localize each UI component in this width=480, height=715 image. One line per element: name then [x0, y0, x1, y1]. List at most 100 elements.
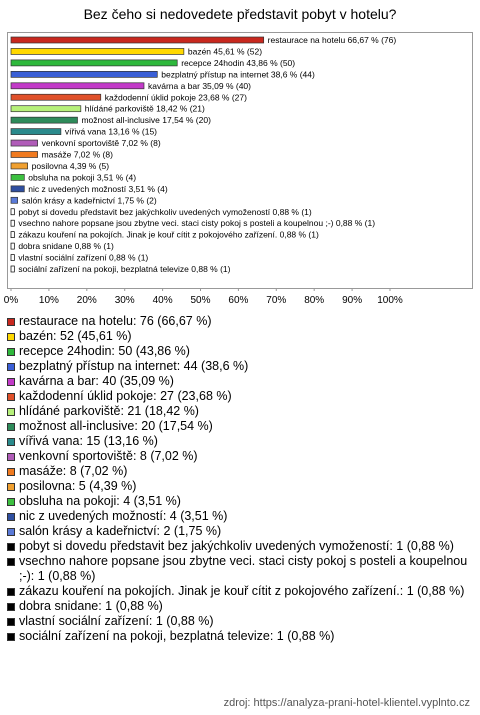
legend-item: bezplatný přístup na internet: 44 (38,6 … [6, 359, 468, 374]
legend-label: pobyt si dovedu představit bez jakýchkol… [19, 539, 454, 553]
legend-swatch [7, 333, 15, 341]
x-tick-label: 0% [4, 295, 19, 306]
bar [10, 242, 15, 250]
legend-swatch [7, 423, 15, 431]
legend-swatch [7, 363, 15, 371]
legend-swatch [7, 528, 15, 536]
x-tick-label: 50% [190, 295, 210, 306]
legend-label: salón krásy a kadeřnictví: 2 (1,75 %) [19, 524, 222, 538]
legend-swatch [7, 438, 15, 446]
x-tick-label: 100% [377, 295, 403, 306]
legend-label: dobra snidane: 1 (0,88 %) [19, 599, 163, 613]
bar [10, 174, 25, 181]
bar [10, 128, 62, 135]
source: zdroj: https://analyza-prani-hotel-klien… [223, 697, 470, 709]
bar-label: sociální zařízení na pokoji, bezplatná t… [18, 264, 230, 274]
bar [10, 151, 38, 158]
legend-item: hlídáné parkoviště: 21 (18,42 %) [6, 404, 468, 419]
legend-swatch [7, 633, 15, 641]
legend-item: venkovní sportoviště: 8 (7,02 %) [6, 449, 468, 464]
legend-label: vlastní sociální zařízení: 1 (0,88 %) [19, 614, 214, 628]
legend-item: každodenní úklid pokoje: 27 (23,68 %) [6, 389, 468, 404]
legend-item: sociální zařízení na pokoji, bezplatná t… [6, 629, 468, 644]
bar [10, 219, 15, 227]
bar-label: nic z uvedených možností 3,51 % (4) [28, 184, 168, 194]
legend-label: obsluha na pokoji: 4 (3,51 %) [19, 494, 181, 508]
legend-label: zákazu kouření na pokojích. Jinak je kou… [19, 584, 465, 598]
bar-label: recepce 24hodin 43,86 % (50) [181, 58, 295, 68]
legend-label: vsechno nahore popsane jsou zbytne veci.… [19, 554, 468, 583]
legend-item: posilovna: 5 (4,39 %) [6, 479, 468, 494]
bar-label: venkovní sportoviště 7,02 % (8) [42, 138, 161, 148]
legend-swatch [7, 513, 15, 521]
legend-item: dobra snidane: 1 (0,88 %) [6, 599, 468, 614]
legend-label: recepce 24hodin: 50 (43,86 %) [19, 344, 190, 358]
x-tick-label: 40% [153, 295, 173, 306]
legend-swatch [7, 558, 15, 566]
legend-label: masáže: 8 (7,02 %) [19, 464, 128, 478]
legend-item: kavárna a bar: 40 (35,09 %) [6, 374, 468, 389]
bar-label: obsluha na pokoji 3,51 % (4) [28, 172, 136, 182]
legend-label: kavárna a bar: 40 (35,09 %) [19, 374, 174, 388]
legend-item: bazén: 52 (45,61 %) [6, 329, 468, 344]
x-tick-label: 90% [342, 295, 362, 306]
chart-title: Bez čeho si nedovedete představit pobyt … [84, 6, 397, 22]
bar [10, 116, 78, 124]
bar-label: každodenní úklid pokoje 23,68 % (27) [105, 92, 247, 102]
bar-label: dobra snidane 0,88 % (1) [18, 241, 114, 251]
bar-label: pobyt si dovedu představit bez jakýchkol… [18, 207, 312, 217]
bar [10, 36, 265, 44]
bar-label: posilovna 4,39 % (5) [32, 161, 110, 171]
x-tick-label: 80% [304, 295, 324, 306]
legend-label: bezplatný přístup na internet: 44 (38,6 … [19, 359, 249, 373]
x-tick-label: 60% [228, 295, 248, 306]
x-tick-label: 10% [39, 295, 59, 306]
legend-swatch [7, 498, 15, 506]
legend-label: hlídáné parkoviště: 21 (18,42 %) [19, 404, 199, 418]
legend-label: nic z uvedených možností: 4 (3,51 %) [19, 509, 228, 523]
bar [10, 162, 28, 170]
bar-label: restaurace na hotelu 66,67 % (76) [268, 35, 397, 45]
bar [10, 82, 145, 90]
bar-label: zákazu kouření na pokojích. Jinak je kou… [18, 230, 319, 240]
bar-label: bazén 45,61 % (52) [188, 46, 262, 56]
bar-label: salón krásy a kadeřnictví 1,75 % (2) [22, 195, 157, 205]
legend-item: vsechno nahore popsane jsou zbytne veci.… [6, 554, 468, 584]
legend-label: posilovna: 5 (4,39 %) [19, 479, 137, 493]
legend-swatch [7, 618, 15, 626]
x-tick-label: 30% [115, 295, 135, 306]
bar [10, 254, 15, 261]
legend-label: vířivá vana: 15 (13,16 %) [19, 434, 158, 448]
legend-swatch [7, 543, 15, 551]
bar [10, 139, 38, 147]
legend-item: nic z uvedených možností: 4 (3,51 %) [6, 509, 468, 524]
bar-label: hlídáné parkoviště 18,42 % (21) [85, 104, 205, 114]
bar [10, 48, 185, 55]
bar [10, 265, 15, 273]
legend-item: vířivá vana: 15 (13,16 %) [6, 434, 468, 449]
legend-item: možnost all-inclusive: 20 (17,54 %) [6, 419, 468, 434]
legend-item: zákazu kouření na pokojích. Jinak je kou… [6, 584, 468, 599]
x-tick-label: 70% [266, 295, 286, 306]
legend-swatch [7, 393, 15, 401]
legend-swatch [7, 468, 15, 476]
bar [10, 70, 158, 78]
legend-swatch [7, 603, 15, 611]
legend-item: recepce 24hodin: 50 (43,86 %) [6, 344, 468, 359]
legend-swatch [7, 408, 15, 416]
legend-swatch [7, 318, 15, 326]
legend-item: masáže: 8 (7,02 %) [6, 464, 468, 479]
legend-swatch [7, 483, 15, 491]
legend-label: možnost all-inclusive: 20 (17,54 %) [19, 419, 213, 433]
legend-label: sociální zařízení na pokoji, bezplatná t… [19, 629, 335, 643]
bar [10, 59, 178, 67]
bar [10, 208, 15, 216]
bar-label: vířivá vana 13,16 % (15) [65, 127, 157, 137]
legend-label: restaurace na hotelu: 76 (66,67 %) [19, 314, 212, 328]
legend-swatch [7, 453, 15, 461]
bar-label: kavárna a bar 35,09 % (40) [148, 81, 251, 91]
bar [10, 93, 102, 101]
legend-item: obsluha na pokoji: 4 (3,51 %) [6, 494, 468, 509]
legend-item: salón krásy a kadeřnictví: 2 (1,75 %) [6, 524, 468, 539]
